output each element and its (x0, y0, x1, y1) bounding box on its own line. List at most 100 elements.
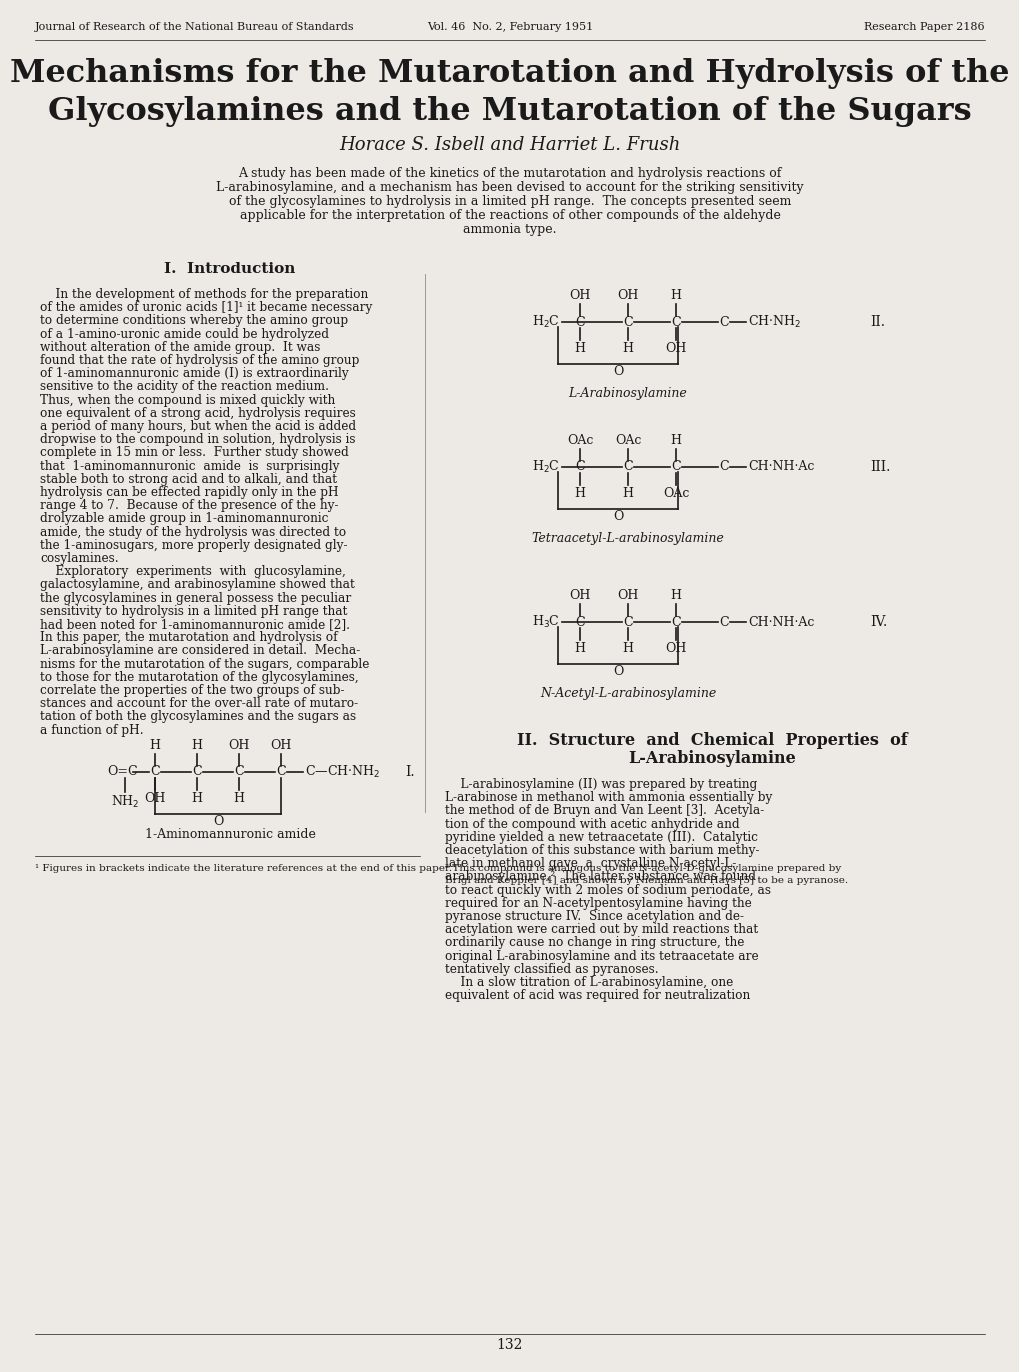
Text: CH·NH·Ac: CH·NH·Ac (747, 616, 813, 628)
Text: had been noted for 1-aminomannuronic amide [2].: had been noted for 1-aminomannuronic ami… (40, 617, 350, 631)
Text: C: C (671, 616, 680, 628)
Text: tentatively classified as pyranoses.: tentatively classified as pyranoses. (444, 963, 658, 975)
Text: of 1-aminomannuronic amide (I) is extraordinarily: of 1-aminomannuronic amide (I) is extrao… (40, 368, 348, 380)
Text: found that the rate of hydrolysis of the amino group: found that the rate of hydrolysis of the… (40, 354, 359, 366)
Text: O: O (612, 665, 623, 678)
Text: OH: OH (228, 738, 250, 752)
Text: I.  Introduction: I. Introduction (164, 262, 296, 276)
Text: CH·NH$_2$: CH·NH$_2$ (747, 314, 800, 331)
Text: of the amides of uronic acids [1]¹ it became necessary: of the amides of uronic acids [1]¹ it be… (40, 302, 372, 314)
Text: In this paper, the mutarotation and hydrolysis of: In this paper, the mutarotation and hydr… (40, 631, 337, 645)
Text: late in methanol gave  a  crystalline N-acetyl-L-: late in methanol gave a crystalline N-ac… (444, 858, 736, 870)
Text: CH·NH·Ac: CH·NH·Ac (747, 461, 813, 473)
Text: without alteration of the amide group.  It was: without alteration of the amide group. I… (40, 340, 320, 354)
Text: II.  Structure  and  Chemical  Properties  of: II. Structure and Chemical Properties of (517, 733, 907, 749)
Text: A study has been made of the kinetics of the mutarotation and hydrolysis reactio: A study has been made of the kinetics of… (238, 167, 781, 180)
Text: that  1-aminomannuronic  amide  is  surprisingly: that 1-aminomannuronic amide is surprisi… (40, 460, 339, 472)
Text: ² This compound is analogous to the N-acetyl-D-glucosylamine prepared by: ² This compound is analogous to the N-ac… (444, 864, 841, 873)
Text: O: O (213, 815, 223, 827)
Text: L-arabinose in methanol with ammonia essentially by: L-arabinose in methanol with ammonia ess… (444, 792, 771, 804)
Text: correlate the properties of the two groups of sub-: correlate the properties of the two grou… (40, 685, 344, 697)
Text: L-arabinosylamine are considered in detail.  Mecha-: L-arabinosylamine are considered in deta… (40, 645, 360, 657)
Text: L-arabinosylamine (II) was prepared by treating: L-arabinosylamine (II) was prepared by t… (444, 778, 756, 792)
Text: deacetylation of this substance with barium methy-: deacetylation of this substance with bar… (444, 844, 759, 858)
Text: Exploratory  experiments  with  glucosylamine,: Exploratory experiments with glucosylami… (40, 565, 345, 578)
Text: galactosylamine, and arabinosylamine showed that: galactosylamine, and arabinosylamine sho… (40, 579, 355, 591)
Text: NH$_2$: NH$_2$ (111, 794, 140, 809)
Text: of a 1-amino-uronic amide could be hydrolyzed: of a 1-amino-uronic amide could be hydro… (40, 328, 329, 340)
Text: C: C (718, 461, 729, 473)
Text: O: O (612, 510, 623, 523)
Text: Thus, when the compound is mixed quickly with: Thus, when the compound is mixed quickly… (40, 394, 335, 406)
Text: the method of de Bruyn and Van Leent [3].  Acetyla-: the method of de Bruyn and Van Leent [3]… (444, 804, 763, 818)
Text: C: C (671, 461, 680, 473)
Text: C: C (671, 316, 680, 328)
Text: required for an N-acetylpentosylamine having the: required for an N-acetylpentosylamine ha… (444, 897, 751, 910)
Text: dropwise to the compound in solution, hydrolysis is: dropwise to the compound in solution, hy… (40, 434, 356, 446)
Text: amide, the study of the hydrolysis was directed to: amide, the study of the hydrolysis was d… (40, 525, 345, 539)
Text: O=C: O=C (107, 766, 138, 778)
Text: stances and account for the over-all rate of mutaro-: stances and account for the over-all rat… (40, 697, 358, 711)
Text: tation of both the glycosylamines and the sugars as: tation of both the glycosylamines and th… (40, 711, 356, 723)
Text: H: H (192, 738, 203, 752)
Text: H: H (150, 738, 160, 752)
Text: H: H (669, 589, 681, 602)
Text: pyridine yielded a new tetraacetate (III).  Catalytic: pyridine yielded a new tetraacetate (III… (444, 831, 757, 844)
Text: H$_2$C: H$_2$C (532, 460, 559, 475)
Text: complete in 15 min or less.  Further study showed: complete in 15 min or less. Further stud… (40, 446, 348, 460)
Text: H: H (574, 487, 585, 499)
Text: C: C (623, 316, 632, 328)
Text: OAc: OAc (614, 434, 641, 447)
Text: OH: OH (270, 738, 291, 752)
Text: OH: OH (569, 589, 590, 602)
Text: applicable for the interpretation of the reactions of other compounds of the ald: applicable for the interpretation of the… (239, 209, 780, 222)
Text: C: C (192, 766, 202, 778)
Text: C: C (575, 316, 584, 328)
Text: C: C (575, 461, 584, 473)
Text: L-arabinosylamine, and a mechanism has been devised to account for the striking : L-arabinosylamine, and a mechanism has b… (216, 181, 803, 193)
Text: cosylamines.: cosylamines. (40, 552, 118, 565)
Text: III.: III. (869, 460, 890, 473)
Text: H: H (192, 792, 203, 805)
Text: OH: OH (664, 342, 686, 355)
Text: OAc: OAc (567, 434, 593, 447)
Text: H: H (622, 642, 633, 654)
Text: C: C (718, 316, 729, 328)
Text: Brigl and Keppler [4] and shown by Niemann and Hays [5] to be a pyranose.: Brigl and Keppler [4] and shown by Niema… (444, 875, 847, 885)
Text: L-Arabinosylamine: L-Arabinosylamine (628, 750, 796, 767)
Text: to react quickly with 2 moles of sodium periodate, as: to react quickly with 2 moles of sodium … (444, 884, 770, 896)
Text: H$_2$C: H$_2$C (532, 314, 559, 331)
Text: OH: OH (616, 589, 638, 602)
Text: Research Paper 2186: Research Paper 2186 (863, 22, 984, 32)
Text: I.: I. (405, 764, 414, 779)
Text: OH: OH (664, 642, 686, 654)
Text: to those for the mutarotation of the glycosylamines,: to those for the mutarotation of the gly… (40, 671, 359, 683)
Text: OH: OH (144, 792, 165, 805)
Text: drolyzable amide group in 1-aminomannuronic: drolyzable amide group in 1-aminomannuro… (40, 512, 328, 525)
Text: C: C (623, 616, 632, 628)
Text: C: C (150, 766, 160, 778)
Text: Horace S. Isbell and Harriet L. Frush: Horace S. Isbell and Harriet L. Frush (339, 136, 680, 154)
Text: pyranose structure IV.  Since acetylation and de-: pyranose structure IV. Since acetylation… (444, 910, 743, 923)
Text: 1-Aminomannuronic amide: 1-Aminomannuronic amide (145, 827, 315, 841)
Text: II.: II. (869, 316, 884, 329)
Text: Tetraacetyl-L-arabinosylamine: Tetraacetyl-L-arabinosylamine (531, 532, 723, 545)
Text: OH: OH (616, 289, 638, 302)
Text: the glycosylamines in general possess the peculiar: the glycosylamines in general possess th… (40, 591, 351, 605)
Text: Journal of Research of the National Bureau of Standards: Journal of Research of the National Bure… (35, 22, 355, 32)
Text: H: H (574, 342, 585, 355)
Text: H: H (622, 487, 633, 499)
Text: arabinosylamine.²  The latter substance was found: arabinosylamine.² The latter substance w… (444, 870, 755, 884)
Text: ordinarily cause no change in ring structure, the: ordinarily cause no change in ring struc… (444, 937, 744, 949)
Text: In a slow titration of L-arabinosylamine, one: In a slow titration of L-arabinosylamine… (444, 975, 733, 989)
Text: stable both to strong acid and to alkali, and that: stable both to strong acid and to alkali… (40, 473, 336, 486)
Text: sensitivity to hydrolysis in a limited pH range that: sensitivity to hydrolysis in a limited p… (40, 605, 347, 617)
Text: C: C (623, 461, 632, 473)
Text: IV.: IV. (869, 615, 887, 628)
Text: O: O (612, 365, 623, 379)
Text: Glycosylamines and the Mutarotation of the Sugars: Glycosylamines and the Mutarotation of t… (48, 96, 971, 128)
Text: ammonia type.: ammonia type. (463, 224, 556, 236)
Text: 132: 132 (496, 1338, 523, 1351)
Text: hydrolysis can be effected rapidly only in the pH: hydrolysis can be effected rapidly only … (40, 486, 338, 499)
Text: H$_3$C: H$_3$C (532, 613, 559, 630)
